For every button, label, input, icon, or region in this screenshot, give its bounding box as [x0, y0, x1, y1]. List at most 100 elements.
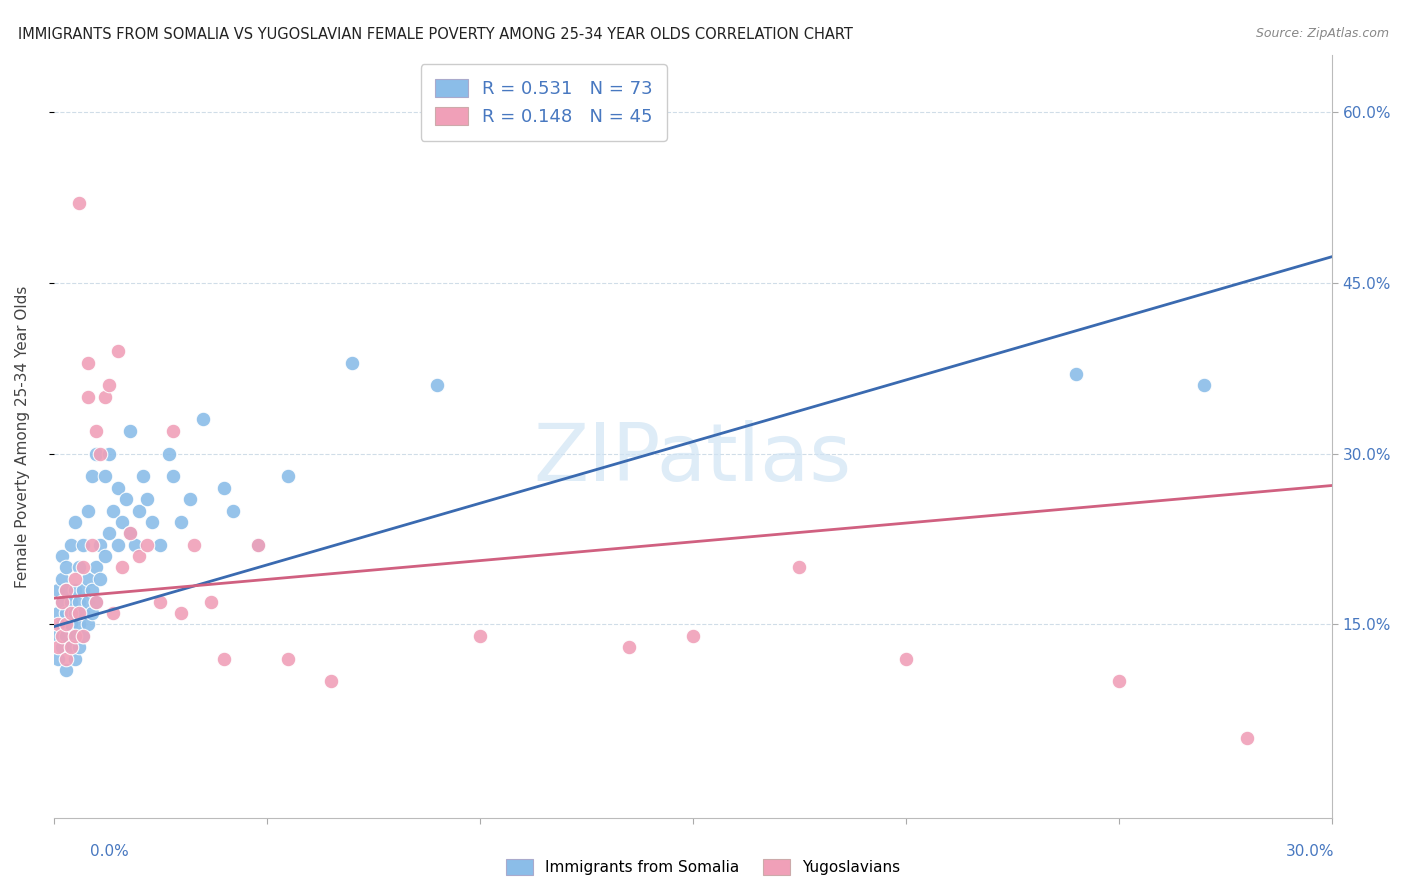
- Point: [46, 651, 69, 665]
- Point: [72, 629, 94, 643]
- Point: [128, 549, 150, 563]
- Point: [277, 651, 299, 665]
- Point: [55, 560, 77, 574]
- Point: [46, 640, 69, 655]
- Point: [149, 594, 172, 608]
- Point: [63, 629, 86, 643]
- Point: [51, 594, 73, 608]
- Point: [51, 572, 73, 586]
- Point: [46, 606, 69, 620]
- Point: [247, 538, 270, 552]
- Legend: Immigrants from Somalia, Yugoslavians: Immigrants from Somalia, Yugoslavians: [499, 854, 907, 881]
- Point: [98, 378, 121, 392]
- Point: [51, 594, 73, 608]
- Point: [55, 617, 77, 632]
- Point: [59, 617, 82, 632]
- Point: [98, 526, 121, 541]
- Point: [63, 583, 86, 598]
- Point: [94, 549, 117, 563]
- Point: [55, 583, 77, 598]
- Point: [107, 344, 129, 359]
- Point: [59, 594, 82, 608]
- Point: [107, 481, 129, 495]
- Point: [76, 503, 98, 517]
- Point: [76, 390, 98, 404]
- Point: [89, 538, 111, 552]
- Point: [59, 606, 82, 620]
- Point: [124, 538, 146, 552]
- Point: [120, 526, 142, 541]
- Point: [67, 196, 90, 211]
- Point: [247, 538, 270, 552]
- Point: [67, 640, 90, 655]
- Point: [76, 572, 98, 586]
- Point: [1192, 378, 1215, 392]
- Point: [67, 617, 90, 632]
- Point: [136, 538, 159, 552]
- Point: [63, 572, 86, 586]
- Point: [59, 640, 82, 655]
- Point: [120, 424, 142, 438]
- Text: 30.0%: 30.0%: [1286, 845, 1334, 859]
- Point: [94, 390, 117, 404]
- Point: [72, 538, 94, 552]
- Point: [162, 424, 184, 438]
- Point: [46, 583, 69, 598]
- Point: [76, 355, 98, 369]
- Point: [120, 526, 142, 541]
- Point: [141, 515, 163, 529]
- Point: [157, 447, 180, 461]
- Point: [191, 412, 214, 426]
- Point: [149, 538, 172, 552]
- Point: [55, 663, 77, 677]
- Point: [136, 492, 159, 507]
- Point: [340, 355, 363, 369]
- Point: [72, 606, 94, 620]
- Point: [1066, 367, 1088, 381]
- Point: [1236, 731, 1258, 746]
- Point: [468, 629, 491, 643]
- Point: [80, 538, 103, 552]
- Point: [212, 651, 235, 665]
- Point: [128, 503, 150, 517]
- Point: [55, 629, 77, 643]
- Point: [63, 629, 86, 643]
- Point: [426, 378, 449, 392]
- Point: [789, 560, 811, 574]
- Legend: R = 0.531   N = 73, R = 0.148   N = 45: R = 0.531 N = 73, R = 0.148 N = 45: [420, 64, 666, 141]
- Point: [94, 469, 117, 483]
- Point: [55, 651, 77, 665]
- Point: [72, 583, 94, 598]
- Point: [132, 469, 155, 483]
- Point: [98, 447, 121, 461]
- Point: [107, 538, 129, 552]
- Point: [63, 651, 86, 665]
- Point: [111, 515, 134, 529]
- Point: [89, 572, 111, 586]
- Point: [277, 469, 299, 483]
- Point: [51, 640, 73, 655]
- Point: [76, 594, 98, 608]
- Point: [84, 424, 107, 438]
- Point: [67, 606, 90, 620]
- Point: [183, 538, 205, 552]
- Point: [103, 606, 125, 620]
- Point: [170, 515, 193, 529]
- Point: [894, 651, 917, 665]
- Point: [72, 629, 94, 643]
- Point: [51, 617, 73, 632]
- Point: [200, 594, 222, 608]
- Point: [84, 594, 107, 608]
- Point: [84, 560, 107, 574]
- Y-axis label: Female Poverty Among 25-34 Year Olds: Female Poverty Among 25-34 Year Olds: [15, 285, 30, 588]
- Point: [46, 629, 69, 643]
- Point: [319, 674, 342, 689]
- Point: [221, 503, 243, 517]
- Point: [46, 617, 69, 632]
- Point: [111, 560, 134, 574]
- Point: [67, 560, 90, 574]
- Point: [76, 617, 98, 632]
- Text: ZIPatlas: ZIPatlas: [534, 420, 852, 499]
- Point: [84, 447, 107, 461]
- Text: 0.0%: 0.0%: [90, 845, 129, 859]
